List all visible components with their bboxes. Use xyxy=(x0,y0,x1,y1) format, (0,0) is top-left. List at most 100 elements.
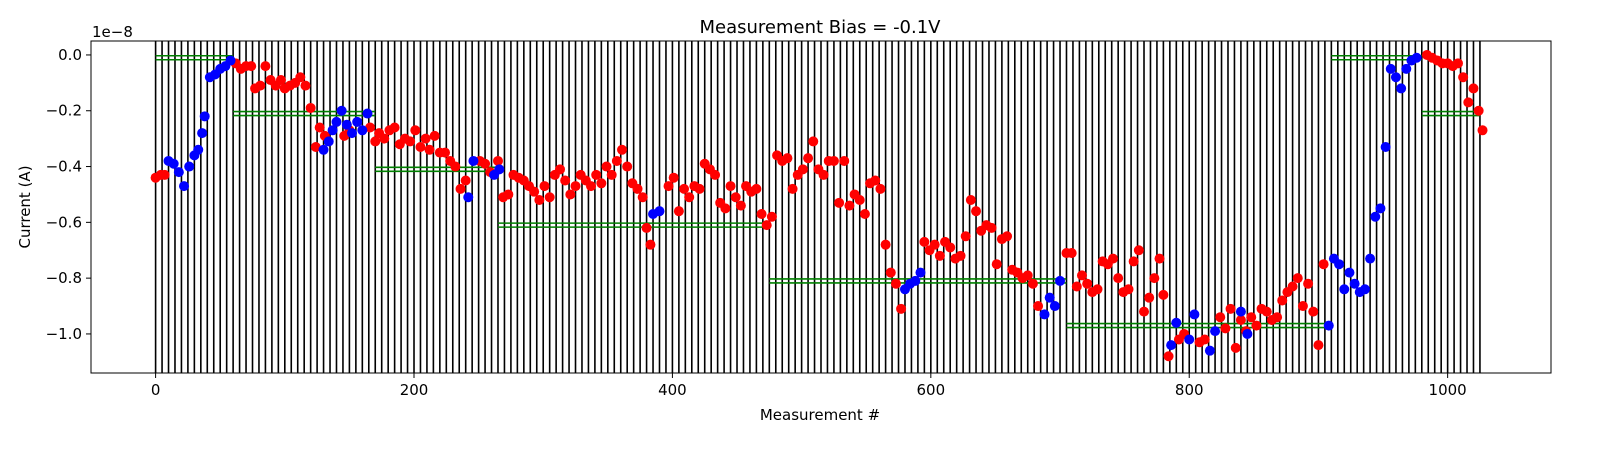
red-data-point xyxy=(1452,58,1463,69)
blue-data-point xyxy=(199,111,210,122)
red-data-point xyxy=(828,155,839,166)
blue-data-point xyxy=(915,267,926,278)
red-data-point xyxy=(735,200,746,211)
red-data-point xyxy=(945,242,956,253)
red-data-point xyxy=(673,206,684,217)
red-data-point xyxy=(818,169,829,180)
red-data-point xyxy=(560,175,571,186)
red-data-point xyxy=(420,133,431,144)
red-data-point xyxy=(1066,248,1077,259)
red-data-point xyxy=(1277,295,1288,306)
blue-data-point xyxy=(1390,72,1401,83)
blue-data-point xyxy=(1210,326,1221,337)
blue-data-point xyxy=(193,144,204,155)
red-data-point xyxy=(1261,306,1272,317)
red-data-point xyxy=(300,80,311,91)
red-data-point xyxy=(586,181,597,192)
red-data-point xyxy=(875,183,886,194)
red-data-point xyxy=(429,130,440,141)
y-tick-label: −0.6 xyxy=(46,213,82,231)
blue-data-point xyxy=(362,108,373,119)
red-data-point xyxy=(1318,259,1329,270)
x-tick-label: 200 xyxy=(400,381,429,399)
red-data-point xyxy=(611,155,622,166)
red-data-point xyxy=(1230,342,1241,353)
red-data-point xyxy=(370,136,381,147)
red-data-point xyxy=(539,181,550,192)
blue-data-point xyxy=(1235,306,1246,317)
blue-data-point xyxy=(327,125,338,136)
red-data-point xyxy=(834,197,845,208)
red-data-point xyxy=(424,144,435,155)
red-data-point xyxy=(480,158,491,169)
red-data-point xyxy=(971,206,982,217)
y-tick-label: −0.2 xyxy=(46,102,82,120)
y-tick-label: −1.0 xyxy=(46,325,82,343)
red-data-point xyxy=(637,192,648,203)
red-data-point xyxy=(159,169,170,180)
red-data-point xyxy=(1235,314,1246,325)
red-data-point xyxy=(1463,97,1474,108)
blue-data-point xyxy=(225,55,236,66)
blue-data-point xyxy=(463,192,474,203)
blue-data-point xyxy=(1204,345,1215,356)
red-data-point xyxy=(668,172,679,183)
red-data-point xyxy=(1154,253,1165,264)
red-data-point xyxy=(1458,72,1469,83)
red-data-point xyxy=(544,192,555,203)
red-data-point xyxy=(1123,284,1134,295)
y-tick-label: −0.8 xyxy=(46,269,82,287)
x-tick-label: 800 xyxy=(1175,381,1204,399)
red-data-point xyxy=(492,155,503,166)
red-data-point xyxy=(596,178,607,189)
chart-title: Measurement Bias = -0.1V xyxy=(699,17,941,38)
red-data-point xyxy=(606,169,617,180)
y-axis: 0.0 −0.2 −0.4 −0.6 −0.8 −1.0 xyxy=(46,46,91,343)
red-data-point xyxy=(260,61,271,72)
y-tick-label: 0.0 xyxy=(58,46,82,64)
red-data-point xyxy=(1308,306,1319,317)
blue-data-point xyxy=(1184,334,1195,345)
blue-data-point xyxy=(197,128,208,139)
red-data-point xyxy=(1092,284,1103,295)
red-data-point xyxy=(839,155,850,166)
red-data-point xyxy=(710,169,721,180)
red-data-point xyxy=(555,164,566,175)
blue-data-point xyxy=(168,158,179,169)
red-data-point xyxy=(844,200,855,211)
red-data-point xyxy=(1246,312,1257,323)
red-data-point xyxy=(1108,253,1118,264)
x-axis-label: Measurement # xyxy=(760,406,880,424)
blue-data-point xyxy=(173,167,184,178)
red-data-point xyxy=(389,122,400,133)
red-data-point xyxy=(591,169,602,180)
x-tick-label: 600 xyxy=(917,381,946,399)
red-data-point xyxy=(455,183,466,194)
blue-data-point xyxy=(910,275,921,286)
red-data-point xyxy=(965,195,976,206)
blue-data-point xyxy=(1385,63,1396,74)
red-data-point xyxy=(246,61,257,72)
blue-data-point xyxy=(468,155,479,166)
red-data-point xyxy=(314,122,325,133)
red-data-point xyxy=(663,181,674,192)
red-data-point xyxy=(1082,278,1093,289)
red-data-point xyxy=(854,195,865,206)
red-data-point xyxy=(503,189,514,200)
red-data-point xyxy=(1144,292,1155,303)
red-data-point xyxy=(960,231,971,242)
blue-data-point xyxy=(1349,278,1360,289)
red-data-point xyxy=(1022,270,1033,281)
red-data-point xyxy=(622,161,633,172)
red-data-point xyxy=(1071,281,1082,292)
red-data-point xyxy=(787,183,798,194)
blue-data-point xyxy=(346,128,357,139)
plot-frame xyxy=(90,40,1552,374)
blue-data-point xyxy=(318,144,329,155)
red-data-point xyxy=(1303,278,1314,289)
blue-data-point xyxy=(1411,52,1422,63)
red-data-point xyxy=(405,136,416,147)
blue-data-point xyxy=(1365,253,1376,264)
red-data-point xyxy=(255,80,266,91)
